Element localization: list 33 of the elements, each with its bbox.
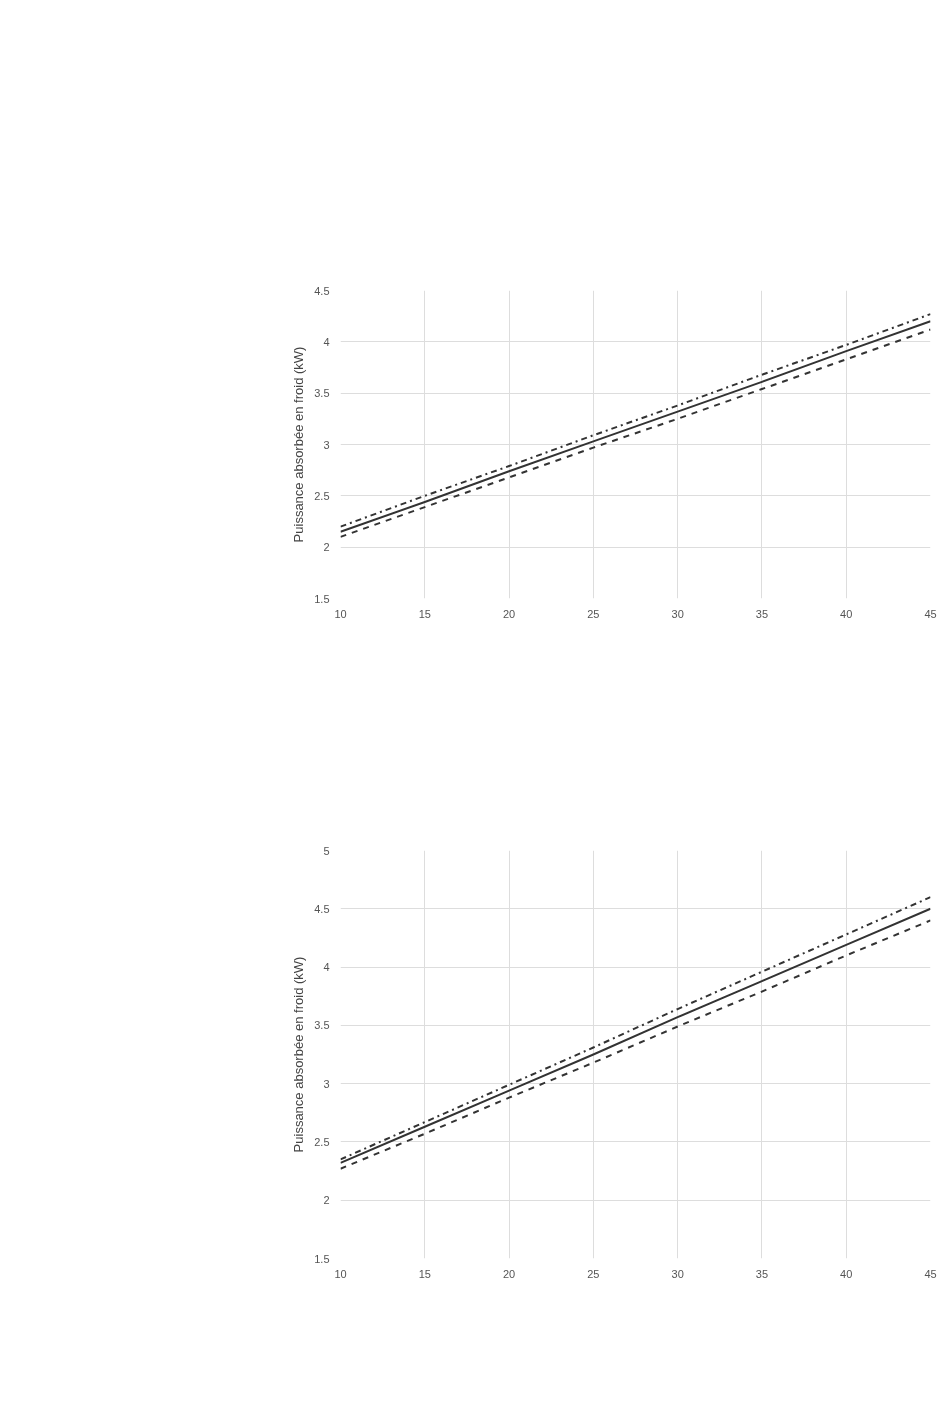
x-tick-label: 35: [755, 607, 769, 620]
y-tick-label: 2.5: [314, 1135, 330, 1148]
x-tick-label: 25: [587, 1267, 600, 1280]
x-tick-label: 10: [334, 607, 347, 620]
y-tick-label: 1.5: [314, 1252, 330, 1265]
y-tick-label: 3.5: [314, 1019, 330, 1032]
y-tick-label: 4: [323, 335, 330, 348]
y-tick-label: 1.5: [314, 592, 330, 605]
y-tick-label: 4.5: [314, 902, 330, 915]
x-tick-label: 45: [924, 607, 937, 620]
x-tick-label: 20: [502, 607, 516, 620]
x-tick-label: 10: [334, 1267, 347, 1280]
x-tick-label: 25: [587, 607, 600, 620]
x-tick-label: 15: [418, 607, 431, 620]
x-tick-label: 40: [840, 1267, 853, 1280]
y-axis-title: Puissance absorbée en froid (kW): [291, 956, 307, 1153]
y-axis-title: Puissance absorbée en froid (kW): [291, 346, 307, 543]
y-tick-label: 2: [323, 1194, 330, 1207]
y-tick-label: 2.5: [314, 489, 330, 502]
x-tick-label: 35: [755, 1267, 769, 1280]
x-tick-label: 40: [840, 607, 853, 620]
y-tick-label: 3.5: [314, 387, 330, 400]
x-tick-label: 30: [671, 607, 684, 620]
x-tick-label: 30: [671, 1267, 684, 1280]
y-tick-label: 5: [323, 844, 330, 857]
y-tick-label: 4: [323, 961, 330, 974]
y-tick-label: 4.5: [314, 284, 330, 297]
x-tick-label: 20: [502, 1267, 516, 1280]
x-tick-label: 15: [418, 1267, 431, 1280]
x-tick-label: 45: [924, 1267, 937, 1280]
y-tick-label: 2: [323, 541, 330, 554]
y-tick-label: 3: [323, 1077, 330, 1090]
y-tick-label: 3: [323, 438, 330, 451]
